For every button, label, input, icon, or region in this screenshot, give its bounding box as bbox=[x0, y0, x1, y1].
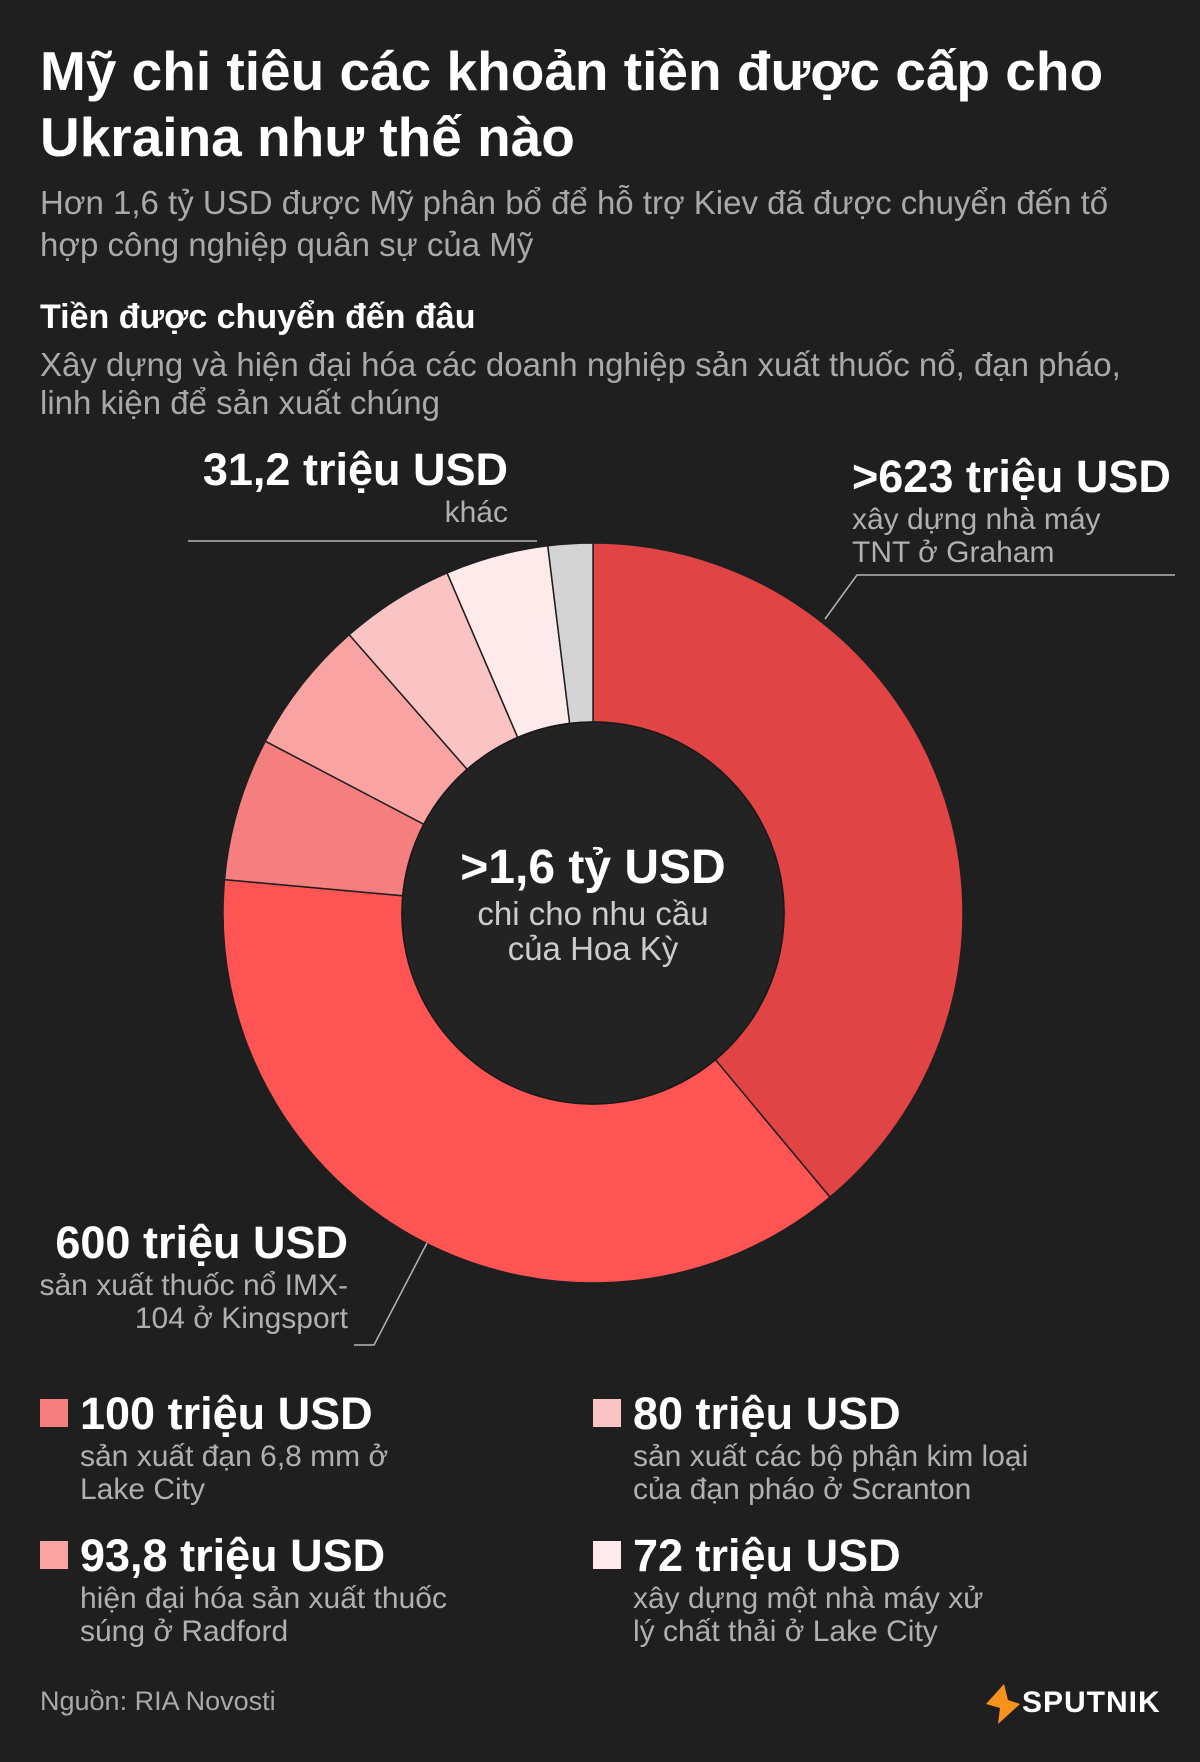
legend-description: sản xuất các bộ phận kim loại của đạn ph… bbox=[633, 1440, 1063, 1506]
legend-description: xây dựng một nhà máy xử lý chất thải ở L… bbox=[633, 1582, 1063, 1648]
legend-description-text: hiện đại hóa sản xuất thuốc súng ở Radfo… bbox=[80, 1582, 447, 1648]
legend-swatch bbox=[40, 1399, 68, 1427]
callout-imx-description: sản xuất thuốc nổ IMX-104 ở Kingsport bbox=[38, 1269, 349, 1335]
legend-description: sản xuất đạn 6,8 mm ở Lake City bbox=[80, 1440, 510, 1506]
page-title: Mỹ chi tiêu các khoản tiền được cấp cho … bbox=[40, 40, 1104, 168]
callout-imx-description-text: sản xuất thuốc nổ IMX-104 ở Kingsport bbox=[39, 1269, 349, 1335]
legend-amount: 80 triệu USD bbox=[633, 1388, 901, 1439]
donut-center-label: >1,6 tỷ USD chi cho nhu cầu của Hoa Kỳ bbox=[393, 840, 793, 966]
legend-amount: 100 triệu USD bbox=[80, 1388, 373, 1439]
callout-other-description: khác bbox=[444, 496, 508, 529]
total-description-text: chi cho nhu cầu của Hoa Kỳ bbox=[477, 895, 709, 967]
callout-tnt-amount: >623 triệu USD bbox=[852, 451, 1171, 502]
legend-item: 93,8 triệu USD hiện đại hóa sản xuất thu… bbox=[40, 1530, 510, 1648]
source-note: Nguồn: RIA Novosti bbox=[40, 1686, 276, 1716]
total-description: chi cho nhu cầu của Hoa Kỳ bbox=[393, 896, 793, 966]
callout-line-tnt bbox=[824, 574, 1175, 620]
brand-name: SPUTNIK bbox=[1022, 1686, 1161, 1719]
legend-swatch bbox=[593, 1541, 621, 1569]
callout-line-imx bbox=[354, 1242, 428, 1346]
callout-imx: 600 triệu USD sản xuất thuốc nổ IMX-104 … bbox=[38, 1217, 349, 1335]
legend-item: 100 triệu USD sản xuất đạn 6,8 mm ở Lake… bbox=[40, 1388, 510, 1506]
page-subtitle: Hơn 1,6 tỷ USD được Mỹ phân bổ để hỗ trợ… bbox=[40, 184, 1109, 263]
legend-item: 80 triệu USD sản xuất các bộ phận kim lo… bbox=[593, 1388, 1063, 1506]
section-heading: Tiền được chuyển đến đâu bbox=[40, 298, 476, 336]
legend-swatch bbox=[593, 1399, 621, 1427]
legend-description-text: sản xuất đạn 6,8 mm ở Lake City bbox=[80, 1440, 389, 1506]
legend-amount: 93,8 triệu USD bbox=[80, 1530, 386, 1581]
callout-tnt-description-text: xây dựng nhà máy TNT ở Graham bbox=[852, 503, 1101, 569]
total-amount: >1,6 tỷ USD bbox=[460, 841, 726, 894]
callout-lines bbox=[188, 540, 1175, 1346]
legend-item: 72 triệu USD xây dựng một nhà máy xử lý … bbox=[593, 1530, 1063, 1648]
sputnik-logo-icon bbox=[986, 1684, 1020, 1724]
legend-description-text: xây dựng một nhà máy xử lý chất thải ở L… bbox=[633, 1582, 984, 1648]
callout-other: 31,2 triệu USD khác bbox=[203, 444, 508, 529]
callout-tnt: >623 triệu USD xây dựng nhà máy TNT ở Gr… bbox=[852, 451, 1171, 569]
callout-other-amount: 31,2 triệu USD bbox=[202, 444, 508, 495]
callout-imx-amount: 600 triệu USD bbox=[55, 1217, 348, 1268]
section-description: Xây dựng và hiện đại hóa các doanh nghiệ… bbox=[40, 346, 1121, 421]
legend-description: hiện đại hóa sản xuất thuốc súng ở Radfo… bbox=[80, 1582, 510, 1648]
legend-description-text: sản xuất các bộ phận kim loại của đạn ph… bbox=[633, 1440, 1029, 1506]
legend-amount: 72 triệu USD bbox=[633, 1530, 901, 1581]
callout-tnt-description: xây dựng nhà máy TNT ở Graham bbox=[852, 503, 1171, 569]
donut-hole bbox=[401, 721, 785, 1105]
legend-swatch bbox=[40, 1541, 68, 1569]
